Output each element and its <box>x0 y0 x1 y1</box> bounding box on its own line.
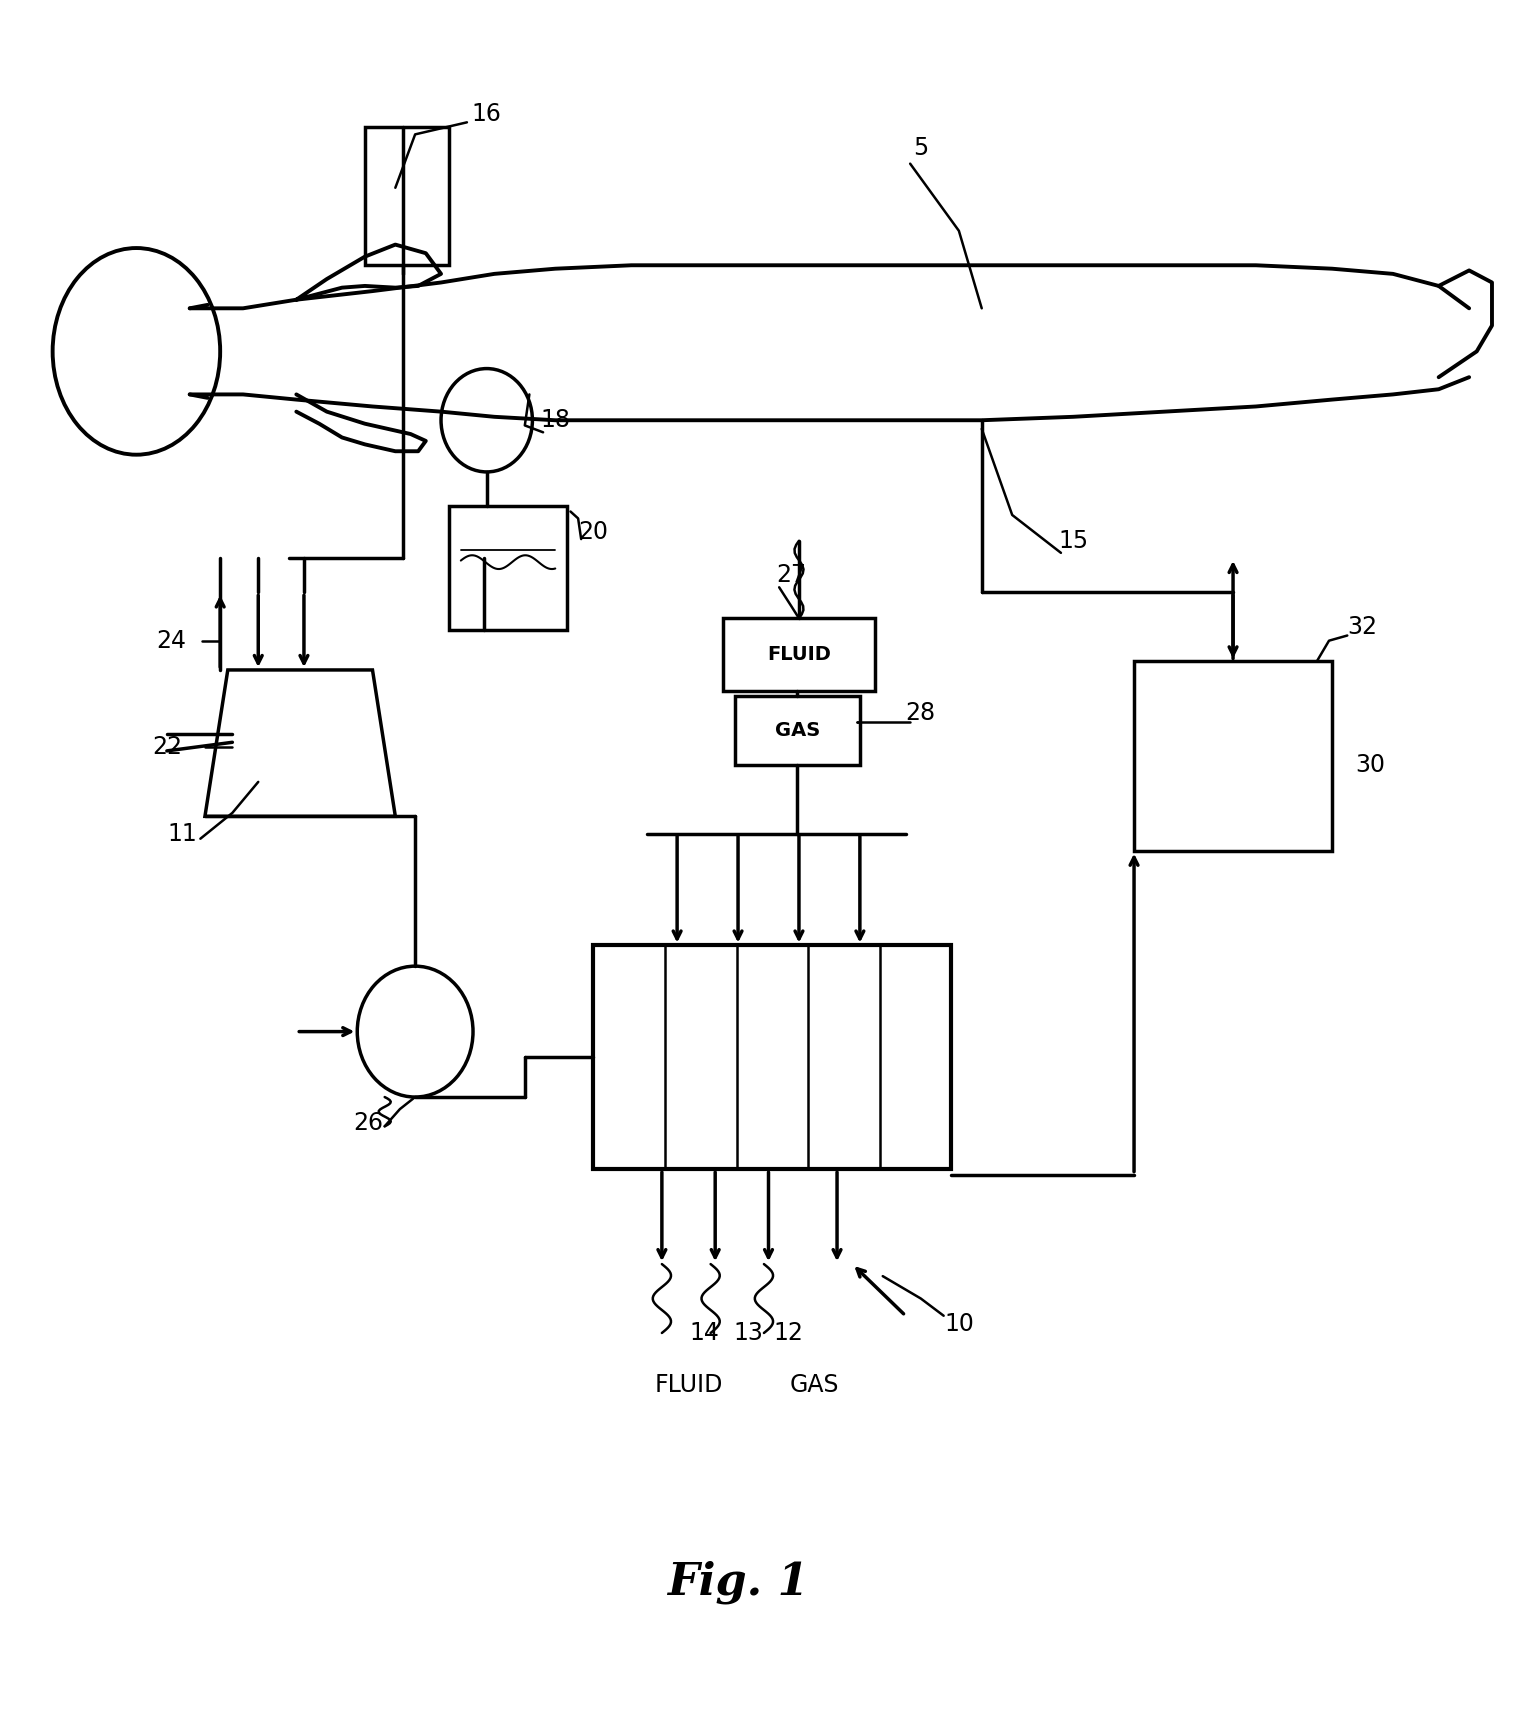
Text: 32: 32 <box>1348 615 1377 639</box>
Text: 11: 11 <box>168 821 197 845</box>
Text: Fig. 1: Fig. 1 <box>667 1561 808 1604</box>
Bar <box>735 696 859 764</box>
Text: 5: 5 <box>913 135 928 160</box>
Text: 16: 16 <box>472 102 501 125</box>
Bar <box>1134 661 1333 851</box>
Bar <box>449 507 567 630</box>
Text: FLUID: FLUID <box>655 1373 724 1397</box>
Text: 30: 30 <box>1356 753 1385 776</box>
Text: 12: 12 <box>773 1321 804 1345</box>
Bar <box>364 127 449 266</box>
Text: 27: 27 <box>776 562 807 587</box>
Text: FLUID: FLUID <box>767 646 832 663</box>
Bar <box>593 946 951 1170</box>
Text: 22: 22 <box>152 736 181 759</box>
Text: GAS: GAS <box>775 720 821 740</box>
Text: 10: 10 <box>944 1312 974 1337</box>
Bar <box>722 618 875 691</box>
Text: 28: 28 <box>905 701 936 726</box>
Text: 13: 13 <box>733 1321 764 1345</box>
Text: 14: 14 <box>690 1321 719 1345</box>
Text: 24: 24 <box>157 628 186 653</box>
Text: GAS: GAS <box>790 1373 839 1397</box>
Text: 15: 15 <box>1057 529 1088 552</box>
Text: 20: 20 <box>578 521 609 543</box>
Text: 18: 18 <box>541 408 570 432</box>
Text: 26: 26 <box>354 1111 383 1135</box>
